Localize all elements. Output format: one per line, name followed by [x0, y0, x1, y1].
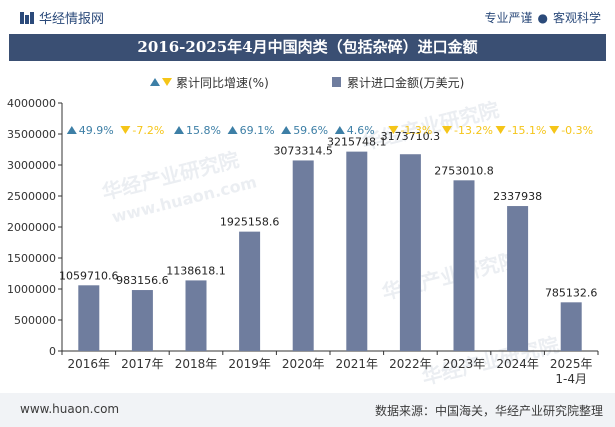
- bar-value-label: 3215748.1: [327, 136, 387, 149]
- growth-label: -15.1%: [508, 124, 547, 137]
- growth-label: 59.6%: [293, 124, 328, 137]
- slogan-tag-2: 客观科学: [552, 11, 601, 25]
- x-tick-label: 2020年: [282, 357, 325, 371]
- footer-source: 数据来源：中国海关，华经产业研究院整理: [374, 404, 603, 418]
- y-tick-label: 2500000: [7, 190, 56, 203]
- growth-down-triangle-icon: [549, 126, 560, 134]
- brand[interactable]: 华经情报网: [20, 8, 104, 27]
- bar-value-label: 2337938: [493, 190, 542, 203]
- growth-label: -7.2%: [132, 124, 164, 137]
- y-tick-label: 3000000: [7, 159, 56, 172]
- legend-bar-swatch: [332, 77, 341, 87]
- y-tick-label: 3500000: [7, 128, 56, 141]
- bar-value-label: 785132.6: [545, 286, 598, 299]
- growth-label: -1.3%: [400, 124, 432, 137]
- bar-value-label: 3073314.5: [273, 144, 333, 157]
- bar: [78, 285, 100, 351]
- bar-value-label: 983156.6: [116, 274, 169, 287]
- legend-down-triangle-icon: [162, 78, 172, 86]
- growth-label: -0.3%: [561, 124, 593, 137]
- x-tick-label: 2025年: [550, 357, 593, 371]
- title-bar: 2016-2025年4月中国肉类（包括杂碎）进口金额: [9, 34, 606, 61]
- growth-label: 49.9%: [79, 124, 114, 137]
- x-tick-label: 2018年: [175, 357, 218, 371]
- bar-value-label: 1138618.1: [166, 264, 226, 277]
- bar-chart: 累计同比增速(%) 累计进口金额(万美元) 0 500000 1000000 15000…: [7, 75, 599, 386]
- bar: [560, 302, 582, 351]
- bar-value-label: 3173710.3: [381, 130, 441, 143]
- growth-down-triangle-icon: [442, 126, 452, 134]
- growth-up-triangle-icon: [281, 126, 292, 134]
- bar: [131, 290, 153, 351]
- legend: 累计同比增速(%) 累计进口金额(万美元): [150, 75, 464, 90]
- bar: [292, 160, 314, 351]
- x-tick-label: 2023年: [443, 357, 486, 371]
- y-tick-label: 500000: [14, 314, 56, 327]
- x-tick-label: 2016年: [68, 357, 111, 371]
- brand-logo-icon: [20, 11, 34, 25]
- x-tick-label: 2017年: [121, 357, 164, 371]
- growth-label: -13.2%: [454, 124, 493, 137]
- growth-down-triangle-icon: [495, 126, 506, 134]
- growth-label: 69.1%: [240, 124, 275, 137]
- legend-amount-label: 累计进口金额(万美元): [347, 75, 464, 90]
- x-axis: 2016年 2017年 2018年 2019年 2020年 2021年 2022年 2023年…: [61, 350, 599, 386]
- bars: [78, 151, 582, 351]
- slogan: 专业严谨 ● 客观科学: [484, 9, 601, 26]
- y-tick-label: 1500000: [7, 252, 56, 265]
- growth-up-triangle-icon: [334, 126, 345, 134]
- bar-value-label: 1059710.6: [59, 269, 119, 282]
- slogan-tag-1: 专业严谨: [484, 11, 533, 25]
- x-tick-label: 2021年: [336, 357, 379, 371]
- growth-up-triangle-icon: [174, 126, 184, 134]
- growth-up-triangle-icon: [227, 126, 238, 134]
- top-bar: 华经情报网 专业严谨 ● 客观科学: [0, 0, 615, 34]
- y-tick-label: 0: [49, 345, 56, 358]
- chart-title: 2016-2025年4月中国肉类（包括杂碎）进口金额: [137, 38, 478, 56]
- y-tick-label: 1000000: [7, 283, 56, 296]
- growth-up-triangle-icon: [66, 126, 77, 134]
- footer-website[interactable]: www.huaon.com: [20, 402, 120, 416]
- growth-down-triangle-icon: [120, 126, 131, 134]
- bar: [346, 151, 368, 351]
- slogan-separator: ●: [537, 11, 548, 25]
- brand-name: 华经情报网: [39, 12, 105, 27]
- growth-rate-labels: 49.9% -7.2% 15.8% 69.1% 59.6% 4.6% -1.3% -13.2%…: [66, 124, 593, 137]
- y-tick-label: 2000000: [7, 221, 56, 234]
- bar: [507, 206, 529, 351]
- x-tick-label: 2022年: [389, 357, 432, 371]
- growth-label: 15.8%: [186, 124, 221, 137]
- legend-growth-label: 累计同比增速(%): [176, 76, 269, 90]
- y-tick-label: 4000000: [7, 97, 56, 110]
- bar: [399, 154, 421, 351]
- bar-value-label: 1925158.6: [220, 216, 280, 229]
- footer: www.huaon.com 数据来源：中国海关，华经产业研究院整理: [0, 393, 615, 427]
- bar: [239, 231, 261, 351]
- y-axis: 0 500000 1000000 1500000 2000000 2500000 30000…: [7, 97, 63, 358]
- bar: [185, 280, 207, 351]
- x-tick-label: 2019年: [228, 357, 271, 371]
- bar-value-label: 2753010.8: [434, 164, 494, 177]
- growth-down-triangle-icon: [388, 126, 399, 134]
- legend-up-triangle-icon: [150, 78, 160, 86]
- x-tick-label: 2024年: [496, 357, 539, 371]
- x-tick-label: 1-4月: [555, 372, 587, 386]
- bar: [453, 180, 475, 351]
- growth-label: 4.6%: [347, 124, 375, 137]
